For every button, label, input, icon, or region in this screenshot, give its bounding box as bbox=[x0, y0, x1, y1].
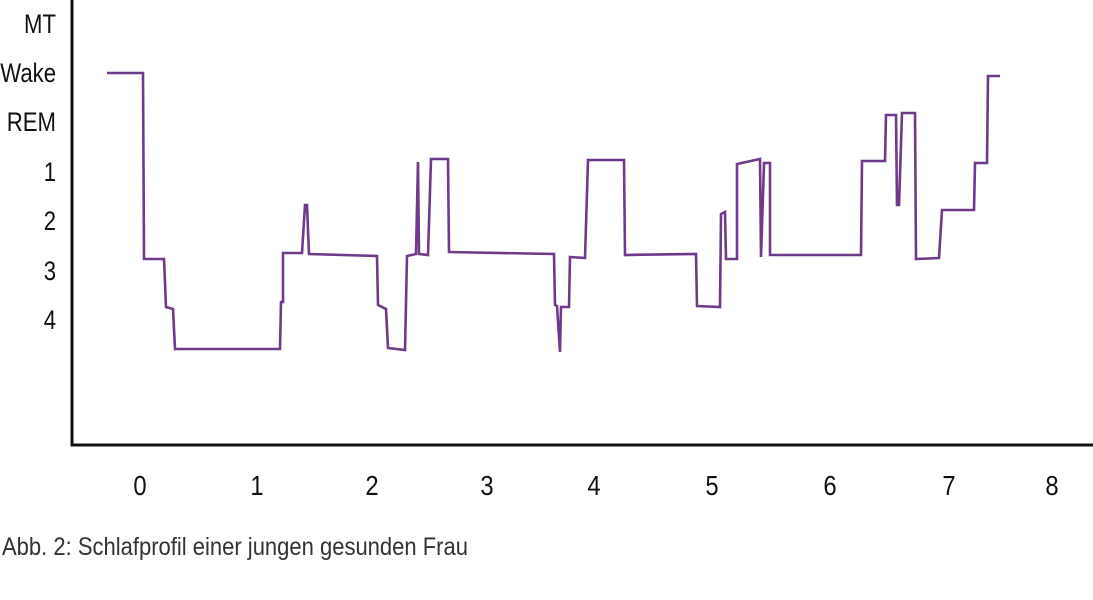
x-label-5: 5 bbox=[705, 470, 719, 501]
x-label-6: 6 bbox=[823, 470, 837, 501]
x-label-1: 1 bbox=[250, 470, 264, 501]
y-label-stage-4: 4 bbox=[43, 305, 56, 335]
x-label-4: 4 bbox=[587, 470, 601, 501]
figure-caption: Abb. 2: Schlafprofil einer jungen gesund… bbox=[2, 533, 468, 561]
x-label-0: 0 bbox=[133, 470, 147, 501]
y-label-stage-3: 3 bbox=[43, 256, 56, 286]
y-label-mt: MT bbox=[24, 9, 56, 39]
x-label-8: 8 bbox=[1045, 470, 1059, 501]
sleep-profile-chart bbox=[70, 0, 1093, 447]
hypnogram-line bbox=[107, 71, 1000, 353]
y-label-stage-2: 2 bbox=[43, 206, 56, 236]
x-label-7: 7 bbox=[942, 470, 956, 501]
y-label-rem: REM bbox=[6, 107, 56, 137]
x-label-3: 3 bbox=[480, 470, 494, 501]
y-label-stage-1: 1 bbox=[43, 157, 56, 187]
y-label-wake: Wake bbox=[0, 58, 56, 88]
x-label-2: 2 bbox=[365, 470, 379, 501]
